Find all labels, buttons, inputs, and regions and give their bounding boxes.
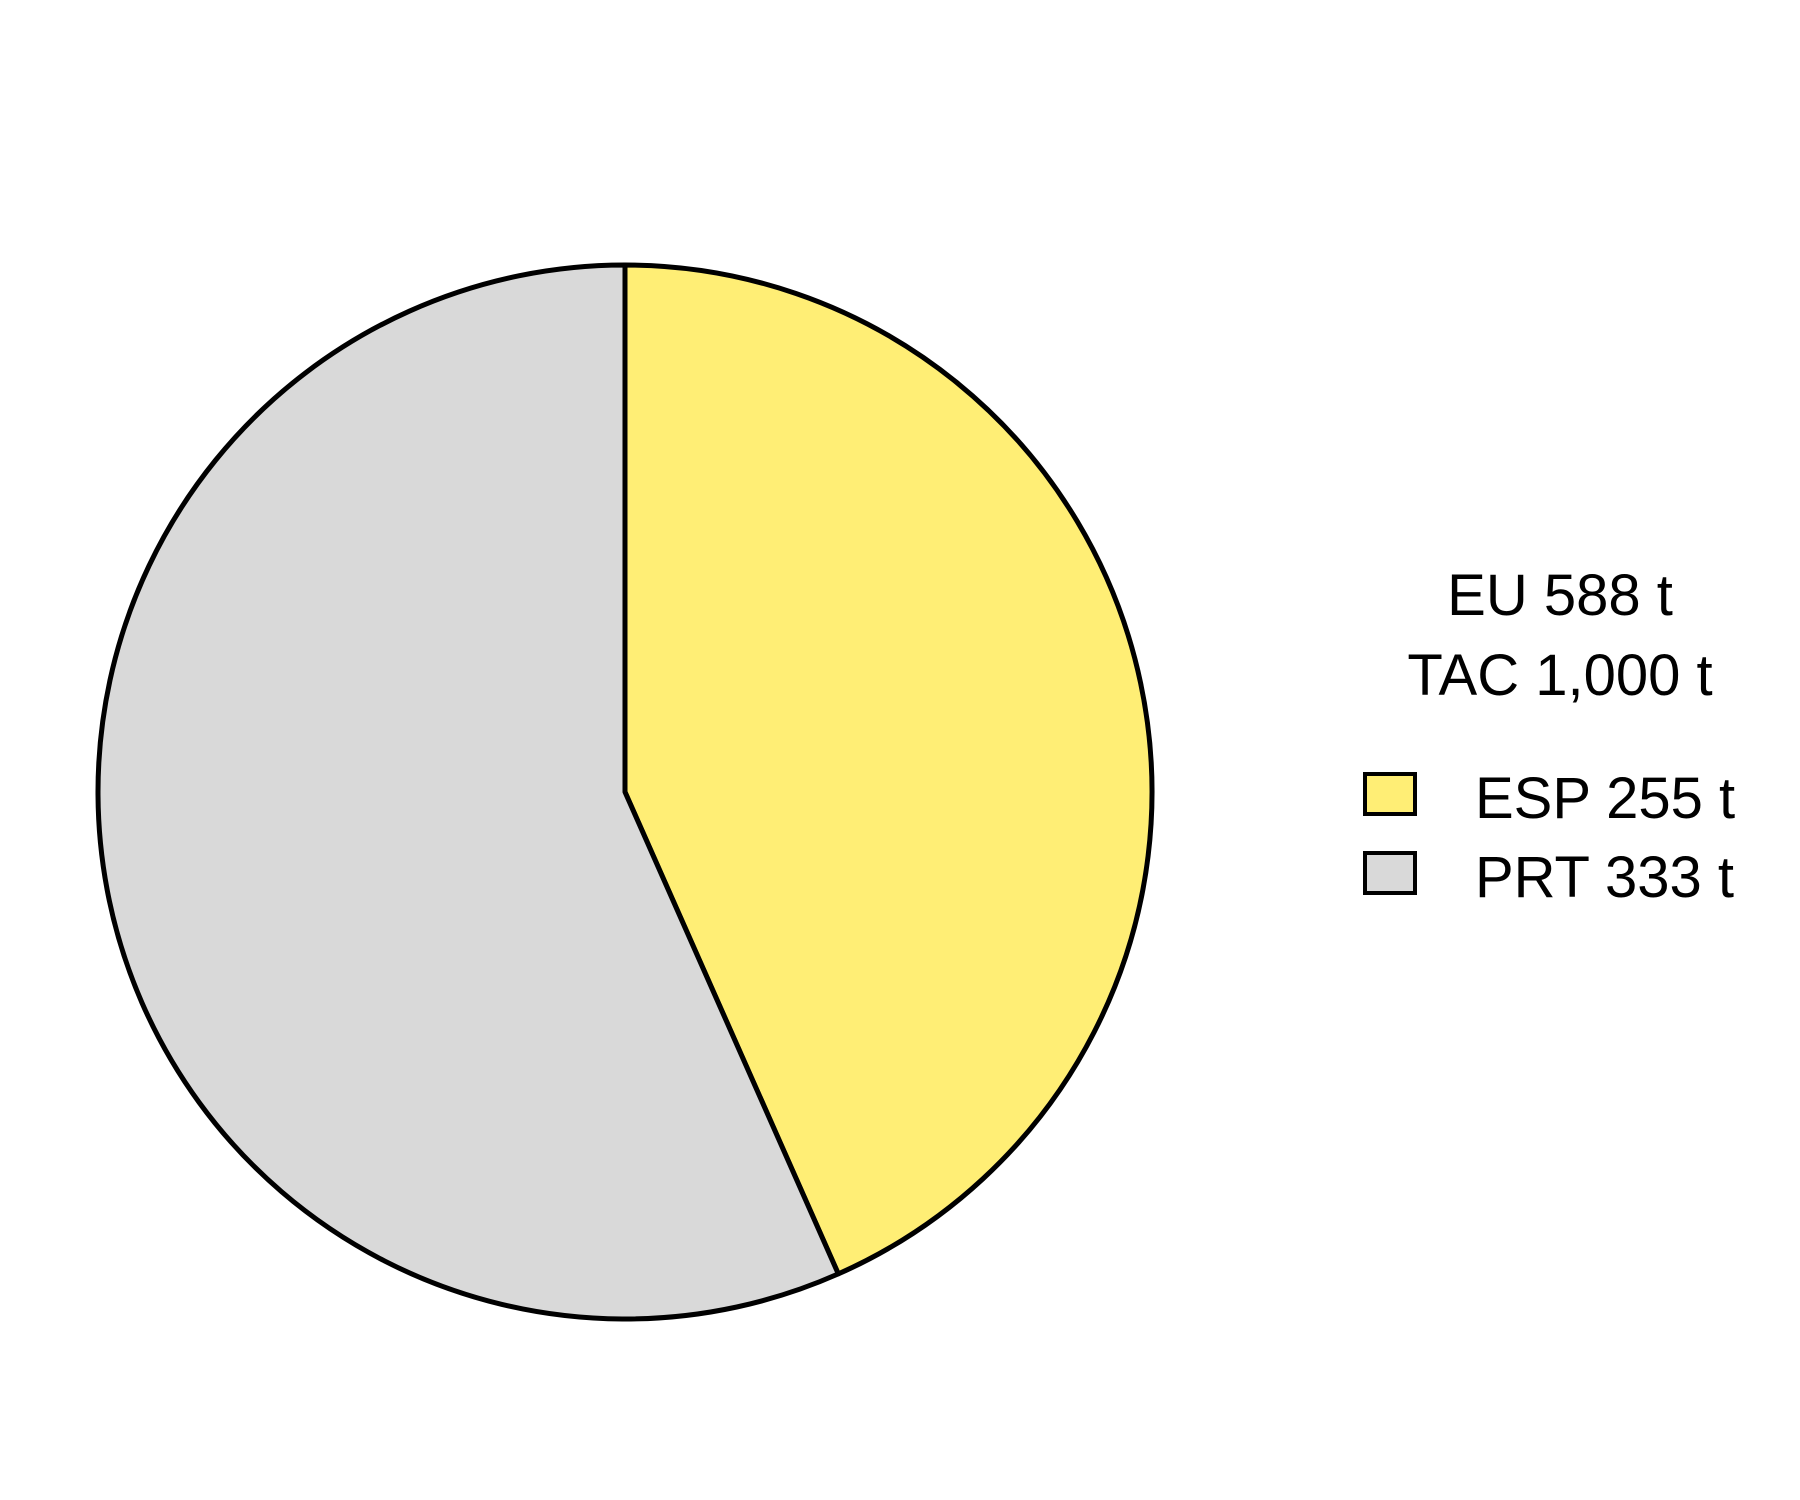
legend-key-esp: [1363, 772, 1417, 816]
legend-item-prt: PRT 333 t: [1363, 845, 1734, 910]
legend-item-esp: ESP 255 t: [1363, 766, 1735, 831]
legend: EU 588 t TAC 1,000 t ESP 255 t PRT 333 t: [1363, 563, 1735, 910]
pie-slice-esp: [622, 262, 1155, 1277]
legend-label-esp: ESP 255 t: [1475, 766, 1735, 831]
legend-title-line-1: EU 588 t: [1447, 563, 1673, 628]
legend-key-prt: [1363, 851, 1417, 895]
pie-slice-prt: [95, 262, 841, 1322]
pie-slices: [95, 262, 1155, 1322]
legend-title-line-2: TAC 1,000 t: [1407, 643, 1712, 708]
legend-label-prt: PRT 333 t: [1475, 845, 1734, 910]
